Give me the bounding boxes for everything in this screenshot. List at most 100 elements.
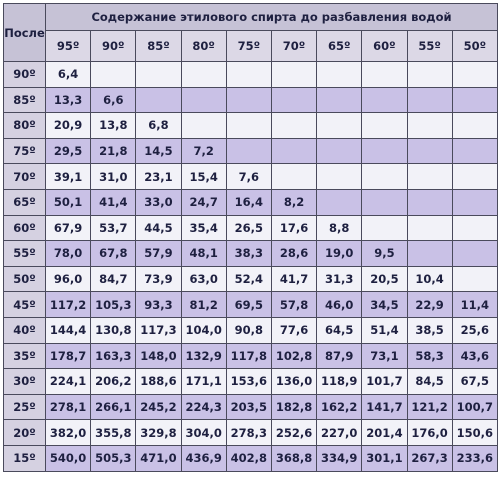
row-header-after: 25º [3,393,46,421]
table-cell: 17,6 [270,214,318,242]
table-cell: 16,4 [225,188,272,216]
table-cell: 50,1 [44,188,92,216]
table-cell [180,86,227,114]
table-cell [451,265,499,293]
table-cell: 20,5 [361,265,408,293]
table-cell: 329,8 [135,419,182,446]
table-cell: 141,7 [361,393,408,421]
row-header-after: 55º [3,240,46,267]
table-cell: 117,8 [225,342,272,370]
concentration-header-row: 95º 90º 85º 80º 75º 70º 65º 60º 55º 50º [4,30,499,62]
table-cell: 117,3 [135,316,182,344]
table-cell: 69,5 [225,291,272,318]
table-cell: 64,5 [316,316,363,344]
table-cell: 101,7 [361,368,408,395]
table-cell: 38,5 [406,316,453,344]
table-cell: 203,5 [225,393,272,421]
table-cell [270,61,318,88]
table-cell: 105,3 [90,291,137,318]
table-cell: 77,6 [270,316,318,344]
table-cell [451,163,499,190]
table-cell: 84,5 [406,368,453,395]
table-cell [270,86,318,114]
table-cell: 15,4 [180,163,227,190]
table-cell: 102,8 [270,342,318,370]
table-cell: 53,7 [90,214,137,242]
table-cell [180,61,227,88]
table-cell: 224,1 [44,368,92,395]
table-cell: 67,9 [44,214,92,242]
table-cell: 31,0 [90,163,137,190]
table-cell [316,163,363,190]
table-cell: 382,0 [44,419,92,446]
row-header-after: 70º [3,163,46,190]
table-cell: 278,3 [225,419,272,446]
table-cell: 39,1 [44,163,92,190]
table-row: 70º 39,1 31,0 23,1 15,4 7,6 [3,163,499,190]
table-cell: 188,6 [135,368,182,395]
table-cell: 28,6 [270,240,318,267]
table-cell [451,214,499,242]
column-header: 60º [361,30,408,62]
column-header: 65º [316,30,363,62]
table-cell [406,163,453,190]
table-cell [316,112,363,139]
table-cell [361,137,408,165]
table-cell: 7,6 [225,163,272,190]
table-cell: 368,8 [270,444,318,472]
table-cell: 52,4 [225,265,272,293]
table-row: 35º 178,7 163,3 148,0 132,9 117,8 102,8 87,9 73,… [3,342,499,370]
table-cell [451,240,499,267]
table-cell: 182,8 [270,393,318,421]
table-cell: 67,5 [451,368,499,395]
row-header-after: 60º [3,214,46,242]
table-cell: 33,0 [135,188,182,216]
table-cell [180,112,227,139]
table-cell: 57,8 [270,291,318,318]
table-cell [316,86,363,114]
table-cell: 63,0 [180,265,227,293]
table-cell: 6,6 [90,86,137,114]
table-cell [270,137,318,165]
table-cell: 6,4 [44,61,92,88]
table-cell [406,61,453,88]
column-header: 85º [135,30,182,62]
table-cell [406,86,453,114]
row-header-after: 90º [3,61,46,88]
table-cell [316,188,363,216]
table-row: 20º 382,0 355,8 329,8 304,0 278,3 252,6 227,0 20… [3,419,499,446]
table-cell: 304,0 [180,419,227,446]
table-cell: 57,9 [135,240,182,267]
row-header-after: 35º [3,342,46,370]
table-cell: 51,4 [361,316,408,344]
table-cell: 252,6 [270,419,318,446]
corner-label: После [3,3,46,62]
table-cell [316,61,363,88]
table-cell [361,112,408,139]
table-cell: 505,3 [90,444,137,472]
table-cell: 90,8 [225,316,272,344]
table-cell [270,112,318,139]
table-row: 85º 13,3 6,6 [3,86,499,114]
table-row: 60º 67,9 53,7 44,5 35,4 26,5 17,6 8,8 [3,214,499,242]
table-row: 75º 29,5 21,8 14,5 7,2 [3,137,499,165]
table-cell [361,214,408,242]
table-cell: 41,7 [270,265,318,293]
table-cell [225,61,272,88]
table-cell: 267,3 [406,444,453,472]
table-cell [406,188,453,216]
table-cell: 78,0 [44,240,92,267]
table-cell: 178,7 [44,342,92,370]
table-cell: 29,5 [44,137,92,165]
table-cell: 20,9 [44,112,92,139]
table-cell: 201,4 [361,419,408,446]
table-cell: 25,6 [451,316,499,344]
table-cell: 10,4 [406,265,453,293]
table-cell: 121,2 [406,393,453,421]
row-header-after: 80º [3,112,46,139]
table-cell: 19,0 [316,240,363,267]
table-row: 25º 278,1 266,1 245,2 224,3 203,5 182,8 162,2 14… [3,393,499,421]
table-cell: 93,3 [135,291,182,318]
table-cell: 96,0 [44,265,92,293]
table-cell: 224,3 [180,393,227,421]
